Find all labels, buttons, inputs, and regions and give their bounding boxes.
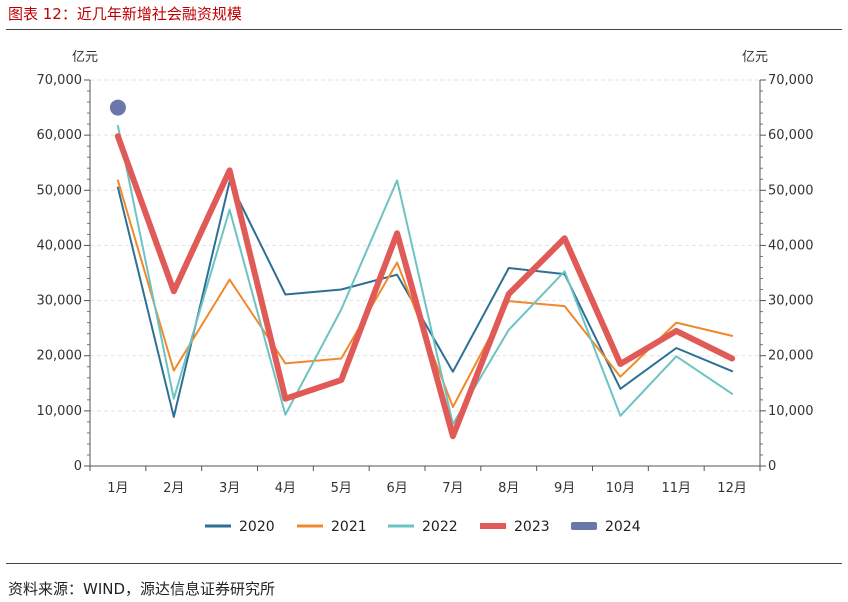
- legend-label-2022: 2022: [422, 519, 458, 535]
- legend-label-2020: 2020: [239, 519, 275, 535]
- source-note: 资料来源：WIND，源达信息证券研究所: [8, 580, 276, 598]
- series-2023-line: [114, 133, 736, 440]
- right-y-tick-label: 60,000: [768, 128, 814, 143]
- right-y-tick-label: 20,000: [768, 349, 814, 364]
- right-axis-unit: 亿元: [742, 50, 768, 65]
- left-axis-unit: 亿元: [72, 50, 98, 65]
- x-tick-label: 1月: [107, 481, 128, 496]
- series-2022-line: [116, 124, 734, 426]
- left-y-tick-label: 50,000: [37, 183, 83, 198]
- x-tick-label: 3月: [219, 481, 240, 496]
- legend-label-2023: 2023: [514, 519, 550, 535]
- series-2024-point: [109, 99, 126, 116]
- x-tick-label: 7月: [442, 481, 463, 496]
- left-y-tick-label: 30,000: [37, 294, 83, 309]
- right-y-tick-label: 40,000: [768, 238, 814, 253]
- left-y-tick-label: 20,000: [37, 349, 83, 364]
- bottom-rule: [6, 563, 842, 564]
- right-y-tick-label: 30,000: [768, 294, 814, 309]
- series-2020-line: [116, 180, 734, 418]
- right-y-tick-label: 10,000: [768, 404, 814, 419]
- legend-swatch-2024: [571, 522, 597, 530]
- x-tick-label: 10月: [606, 481, 636, 496]
- axes: 0 0 10,000 10,000 20,000 20,000 30,000 30,000 40…: [37, 73, 814, 496]
- legend: 2020 2021 2022 2023 2024: [205, 519, 641, 535]
- x-tick-label: 8月: [498, 481, 519, 496]
- series-lines: [109, 99, 736, 440]
- x-tick-label: 12月: [717, 481, 747, 496]
- right-y-tick-label: 70,000: [768, 73, 814, 88]
- left-y-tick-label: 40,000: [37, 238, 83, 253]
- x-tick-label: 9月: [554, 481, 575, 496]
- x-tick-label: 2月: [163, 481, 184, 496]
- left-y-tick-label: 10,000: [37, 404, 83, 419]
- figure-title: 图表 12：近几年新增社会融资规模: [8, 5, 242, 23]
- top-rule: [6, 29, 842, 30]
- legend-label-2021: 2021: [331, 519, 367, 535]
- right-y-tick-label: 0: [768, 459, 776, 474]
- legend-label-2024: 2024: [605, 519, 641, 535]
- x-tick-label: 6月: [386, 481, 407, 496]
- x-tick-label: 5月: [331, 481, 352, 496]
- left-y-tick-label: 60,000: [37, 128, 83, 143]
- x-tick-label: 4月: [275, 481, 296, 496]
- right-y-tick-label: 50,000: [768, 183, 814, 198]
- left-y-tick-label: 0: [74, 459, 82, 474]
- left-y-tick-label: 70,000: [37, 73, 83, 88]
- x-tick-label: 11月: [661, 481, 691, 496]
